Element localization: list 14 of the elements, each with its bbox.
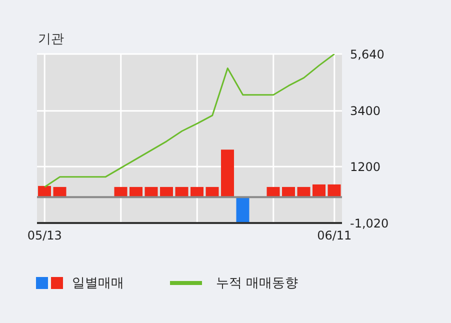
legend-label: 일별매매 xyxy=(72,275,124,292)
x-tick-label: 05/13 xyxy=(27,228,62,243)
bar xyxy=(221,150,234,198)
chart-title: 기관 xyxy=(38,31,64,48)
bar xyxy=(236,197,250,222)
bar xyxy=(312,184,326,198)
y-tick-label: 3400 xyxy=(350,104,381,118)
bar xyxy=(328,184,341,198)
y-tick-label: 1200 xyxy=(350,160,381,174)
y-tick-label: 5,640 xyxy=(350,47,384,62)
y-tick-label: -1,020 xyxy=(350,216,389,230)
legend-label: 누적 매매동향 xyxy=(216,275,298,292)
line-series xyxy=(44,54,336,188)
x-tick-label: 06/11 xyxy=(317,228,352,243)
